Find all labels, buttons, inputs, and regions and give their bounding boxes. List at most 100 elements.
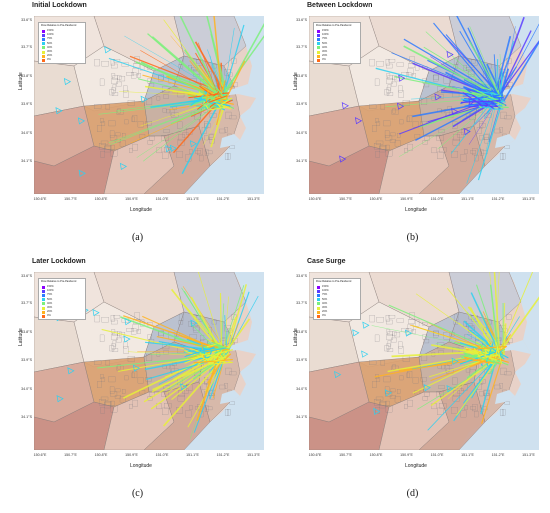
legend-swatch [42,310,45,314]
legend: Flow Relative to Pre-Pandemic 150% 100% 75%… [38,278,86,320]
suburb-cell [474,155,479,162]
flow-loop [468,97,476,105]
flow-line [190,296,222,351]
suburb-cell [98,143,106,150]
flow-line [209,102,217,108]
flow-line [498,272,534,353]
flow-line [197,42,220,100]
suburb-cell [481,406,488,411]
legend-title: Flow Relative to Pre-Pandemic [41,24,77,27]
suburb-cell [132,324,139,332]
suburb-cell [396,62,404,67]
suburb-cell [201,127,207,134]
suburb-cell [391,109,399,115]
suburb-cell [163,350,169,355]
flow-line [371,325,499,352]
lon-tick-label: 151.0°E [430,453,444,457]
suburb-cell [110,149,118,157]
suburb-cell [110,315,115,322]
suburb-cell [189,149,193,154]
flow-line [202,93,210,97]
suburb-cell [453,320,459,325]
suburb-cell [392,108,396,114]
lon-tick-label: 150.7°E [64,453,77,457]
suburb-cell [113,59,121,63]
suburb-cell [385,135,393,141]
legend: Flow Relative to Pre-Pandemic 150% 100% 75%… [313,278,361,320]
suburb-cell [390,388,396,393]
legend-swatch [317,50,320,54]
suburb-cell [127,100,135,106]
legend-swatch [317,302,320,306]
suburb-cell [394,332,401,338]
suburb-cell [225,367,232,375]
lat-tick-label: 33.8°S [21,74,32,78]
legend-swatch [42,302,45,306]
suburb-cell [132,399,138,407]
suburb-cell [111,87,116,94]
lon-tick-label: 150.8°E [369,453,383,457]
suburb-cell [206,406,213,411]
flow-line [206,16,228,96]
suburb-cell [373,143,381,150]
lon-tick-label: 151.2°E [216,453,230,457]
suburb-cell [111,319,118,325]
flow-loop [446,50,454,59]
lon-tick-label: 150.6°E [33,197,47,201]
lon-tick-label: 150.6°E [308,453,322,457]
legend-title: Flow Relative to Pre-Pandemic [316,280,352,283]
suburb-cell [404,148,408,153]
flow-loop [132,364,141,372]
flow-loop [404,329,413,337]
y-axis-title: Latitude [18,328,24,346]
suburb-cell [504,401,510,405]
flow-line [211,341,226,349]
legend-label: 75% [47,37,53,41]
lon-tick-label: 150.8°E [369,197,383,201]
map-panel-2: Between Lockdown 33.6°S 33.7°S 33.8°S 33.9°S… [275,0,550,256]
flow-line [463,352,501,365]
suburb-cell [99,78,105,86]
suburb-cell [385,144,390,150]
suburb-cell [452,394,460,402]
suburb-cell [436,135,444,141]
flow-loop [434,93,442,101]
suburb-cell [431,147,437,154]
legend-swatch [42,29,45,33]
lat-tick-label: 33.6°S [21,18,32,22]
lat-tick-label: 34.1°S [21,415,32,419]
suburb-cell [161,391,169,397]
legend-label: 20% [47,310,53,314]
suburb-cell [164,403,172,409]
flow-line [403,38,504,99]
lon-tick-label: 150.8°E [94,453,108,457]
suburb-cell [104,145,112,150]
suburb-cell [94,360,102,365]
panel-caption: (a) [131,232,144,243]
suburb-cell [397,389,401,394]
suburb-cell [162,151,169,159]
suburb-cell [404,404,408,409]
suburb-cell [94,59,100,67]
suburb-cell [407,324,414,332]
flow-line [433,22,495,97]
flow-line [446,287,502,355]
flow-line [427,356,498,431]
lon-tick-label: 150.7°E [339,197,352,201]
flow-line [403,45,502,98]
suburb-cell [372,125,377,132]
suburb-cell [146,97,153,105]
flow-loop [463,127,471,136]
suburb-cell [453,313,459,321]
suburb-cell [479,391,484,397]
legend-label: 100% [322,289,329,293]
lon-tick-label: 151.0°E [155,453,169,457]
panel-title: Case Surge [307,258,346,265]
legend-swatch [317,314,320,318]
map-area: Flow Relative to Pre-Pandemic 150% 100% 75%… [309,16,539,194]
suburb-cell [385,149,393,157]
flow-line [425,31,496,96]
suburb-cell [421,97,428,105]
suburb-cell [158,75,164,82]
suburb-cell [383,120,391,127]
